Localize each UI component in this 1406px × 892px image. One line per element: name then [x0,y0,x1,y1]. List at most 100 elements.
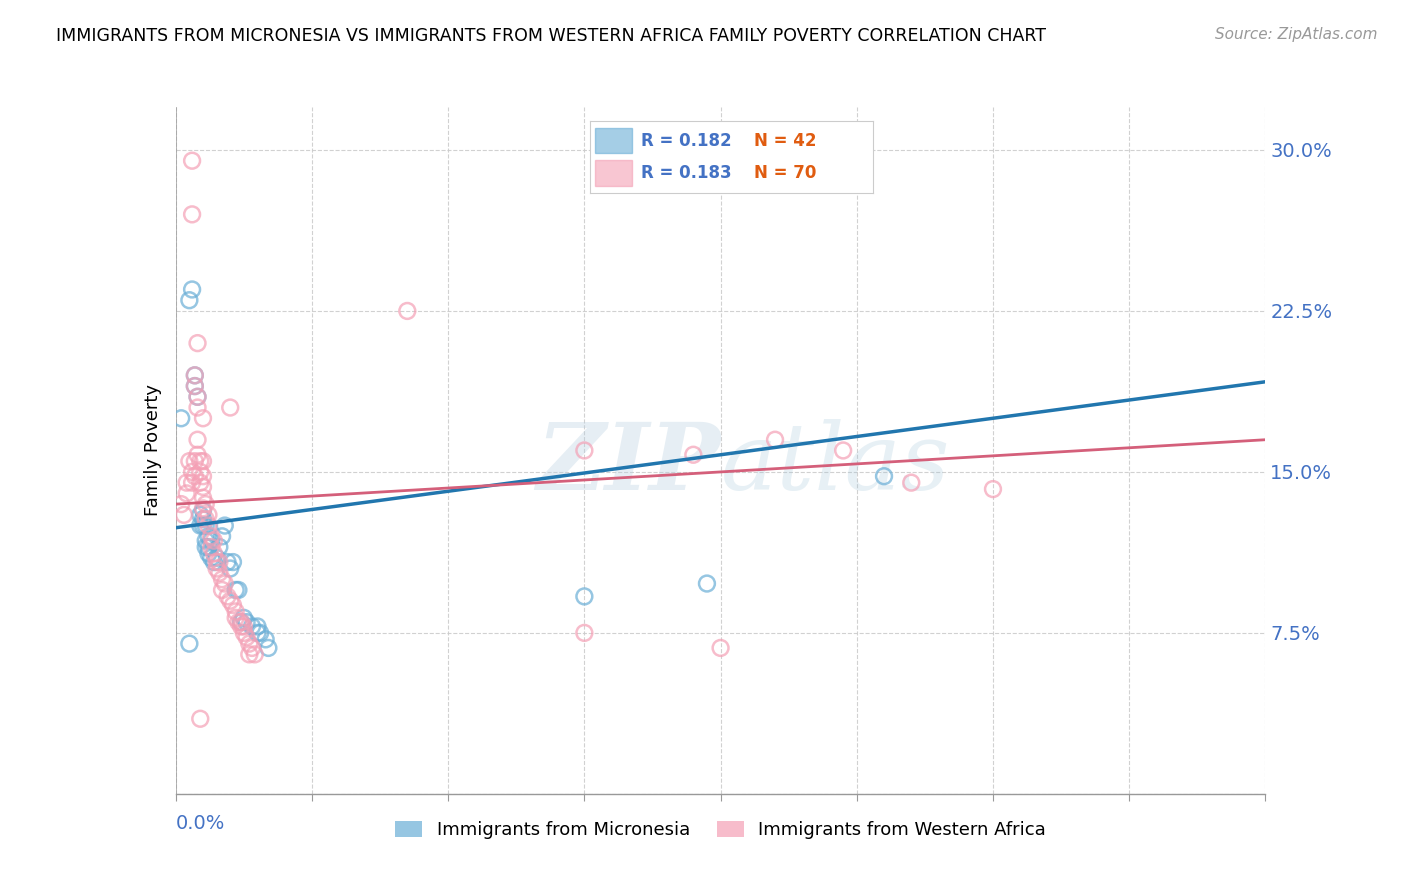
Point [191,503,214,517]
Point [181,475,204,490]
Point [200,550,222,565]
Point [232,611,254,625]
Point [186,390,209,404]
Point [184,368,207,383]
Point [222,555,245,569]
Point [191,501,214,516]
Point [238,648,260,662]
Point [194,540,217,554]
Point [238,637,260,651]
Point [197,508,219,522]
Point [900,475,922,490]
Point [188,454,211,468]
Point [832,443,855,458]
Point [208,555,231,569]
Point [197,546,219,561]
Point [179,293,201,308]
Point [219,561,242,575]
Point [225,611,247,625]
Text: 0.0%: 0.0% [176,814,225,833]
Point [211,572,233,586]
Point [231,615,253,630]
Point [208,566,231,580]
Text: Source: ZipAtlas.com: Source: ZipAtlas.com [1215,27,1378,42]
Point [181,283,204,297]
Text: ZIP: ZIP [536,419,721,509]
Point [219,593,242,607]
Point [191,454,214,468]
Point [211,529,233,543]
Point [574,626,596,640]
Point [194,533,217,548]
Point [170,497,193,511]
Point [214,518,236,533]
Point [197,540,219,554]
Point [217,590,239,604]
Point [186,448,209,462]
Point [188,475,211,490]
Point [176,475,198,490]
Point [205,550,228,565]
Point [211,582,233,597]
Point [197,518,219,533]
Point [763,433,786,447]
Point [191,491,214,505]
Point [235,615,257,630]
Point [184,368,207,383]
Point [191,518,214,533]
Point [184,379,207,393]
Point [191,469,214,483]
Point [181,465,204,479]
Point [184,454,207,468]
Point [197,529,219,543]
Point [208,540,231,554]
Point [184,379,207,393]
Point [231,619,253,633]
Point [194,512,217,526]
Point [219,401,242,415]
Text: IMMIGRANTS FROM MICRONESIA VS IMMIGRANTS FROM WESTERN AFRICA FAMILY POVERTY CORR: IMMIGRANTS FROM MICRONESIA VS IMMIGRANTS… [56,27,1046,45]
Point [246,619,269,633]
Point [188,518,211,533]
Point [186,336,209,351]
Point [191,512,214,526]
Point [186,433,209,447]
Point [243,648,266,662]
Point [205,555,228,569]
Point [232,626,254,640]
Point [194,518,217,533]
Point [696,576,718,591]
Point [184,469,207,483]
Point [235,630,257,644]
Point [188,508,211,522]
Point [246,626,269,640]
Point [574,443,596,458]
Point [214,576,236,591]
Point [188,465,211,479]
Legend: Immigrants from Micronesia, Immigrants from Western Africa: Immigrants from Micronesia, Immigrants f… [388,814,1053,847]
Point [225,582,247,597]
Point [202,533,225,548]
Point [225,604,247,618]
Point [981,482,1004,496]
Point [202,555,225,569]
Point [191,480,214,494]
Point [396,304,419,318]
Point [254,632,277,647]
Point [205,561,228,575]
Point [170,411,193,425]
Point [179,454,201,468]
Point [191,411,214,425]
Point [682,448,704,462]
Point [873,469,896,483]
Point [181,153,204,168]
Point [176,486,198,500]
Point [249,626,271,640]
Point [181,207,204,221]
Point [200,533,222,548]
Point [179,637,201,651]
Y-axis label: Family Poverty: Family Poverty [143,384,162,516]
Point [217,555,239,569]
Point [200,529,222,543]
Point [188,712,211,726]
